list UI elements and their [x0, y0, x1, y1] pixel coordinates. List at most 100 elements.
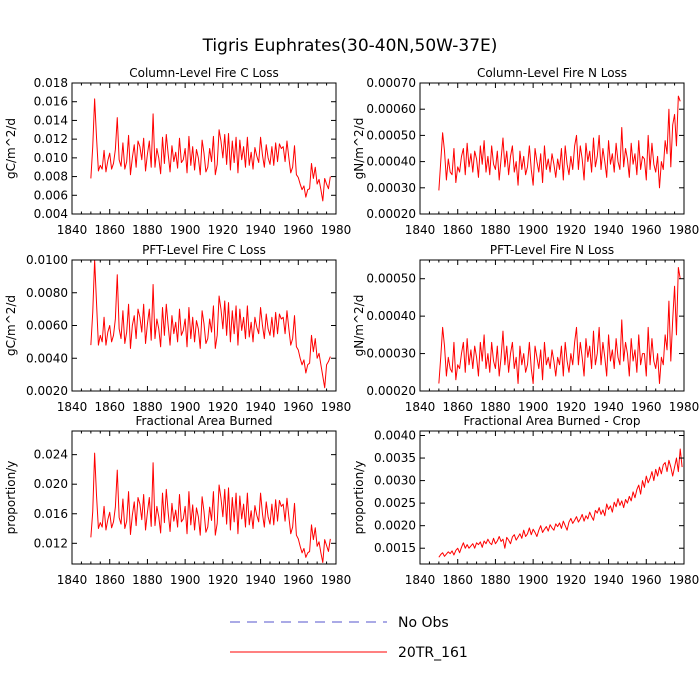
panel-title: Column-Level Fire C Loss — [129, 66, 279, 80]
y-tick-label: 0.0020 — [374, 519, 416, 533]
x-tick-label: 1860 — [94, 573, 125, 587]
x-tick-label: 1880 — [132, 573, 163, 587]
series-line-20tr-161 — [90, 259, 331, 389]
y-tick-label: 0.0035 — [374, 451, 416, 465]
series-line-20tr-161 — [90, 98, 331, 202]
panel-pft-level-fire-n-loss: PFT-Level Fire N Loss gN/m^2/d 1840 1860 188… — [352, 243, 699, 414]
x-tick-label: 1980 — [669, 400, 700, 414]
y-tick-label: 0.00050 — [366, 128, 416, 142]
x-tick-label: 1860 — [442, 400, 473, 414]
y-tick-label: 0.00030 — [366, 181, 416, 195]
x-tick-label: 1960 — [283, 223, 314, 237]
x-tick-label: 1880 — [480, 573, 511, 587]
y-axis-label: proportion/y — [4, 461, 18, 535]
x-tick-label: 1980 — [321, 400, 352, 414]
y-axis-label: proportion/y — [352, 461, 366, 535]
x-tick-label: 1900 — [518, 400, 549, 414]
panel-fractional-area-burned-crop: Fractional Area Burned - Crop proportion/… — [352, 414, 699, 587]
x-tick-label: 1920 — [208, 573, 239, 587]
y-axis-label: gN/m^2/d — [352, 118, 366, 180]
x-tick-label: 1940 — [245, 400, 276, 414]
y-tick-label: 0.008 — [34, 170, 68, 184]
y-tick-label: 0.010 — [34, 151, 68, 165]
x-tick-label: 1840 — [57, 573, 88, 587]
y-tick-label: 0.004 — [34, 207, 68, 221]
y-tick-label: 0.0015 — [374, 541, 416, 555]
y-tick-label: 0.00040 — [366, 309, 416, 323]
y-tick-label: 0.006 — [34, 188, 68, 202]
x-tick-label: 1880 — [480, 400, 511, 414]
y-tick-label: 0.020 — [34, 477, 68, 491]
x-tick-label: 1980 — [321, 223, 352, 237]
x-tick-label: 1980 — [321, 573, 352, 587]
panel-pft-level-fire-c-loss: PFT-Level Fire C Loss gC/m^2/d 1840 1860 188… — [4, 243, 351, 414]
x-tick-label: 1920 — [556, 223, 587, 237]
y-tick-label: 0.0080 — [26, 286, 68, 300]
y-tick-label: 0.00020 — [366, 384, 416, 398]
x-tick-label: 1920 — [208, 400, 239, 414]
x-tick-label: 1960 — [283, 400, 314, 414]
x-tick-label: 1840 — [405, 573, 436, 587]
x-tick-label: 1940 — [245, 573, 276, 587]
y-tick-label: 0.00020 — [366, 207, 416, 221]
y-tick-label: 0.0040 — [26, 351, 68, 365]
y-tick-label: 0.014 — [34, 113, 68, 127]
panel-title: Fractional Area Burned - Crop — [464, 414, 641, 428]
panel-title: PFT-Level Fire N Loss — [490, 243, 614, 257]
series-line-20tr-161 — [438, 95, 681, 191]
panel-title: PFT-Level Fire C Loss — [142, 243, 266, 257]
panel-column-level-fire-n-loss: Column-Level Fire N Loss gN/m^2/d 1840 1860… — [352, 66, 699, 237]
series-line-20tr-161 — [90, 452, 331, 564]
panel-title: Column-Level Fire N Loss — [477, 66, 627, 80]
x-tick-label: 1840 — [405, 223, 436, 237]
x-tick-label: 1900 — [518, 573, 549, 587]
y-tick-label: 0.0060 — [26, 319, 68, 333]
series-line-20tr-161 — [438, 448, 683, 558]
x-tick-label: 1940 — [245, 223, 276, 237]
y-tick-label: 0.0100 — [26, 253, 68, 267]
y-tick-label: 0.00050 — [366, 272, 416, 286]
x-tick-label: 1960 — [631, 400, 662, 414]
legend: No Obs 20TR_161 — [230, 615, 468, 661]
y-tick-label: 0.00060 — [366, 102, 416, 116]
x-tick-label: 1860 — [94, 223, 125, 237]
x-tick-label: 1900 — [518, 223, 549, 237]
y-axis-label: gN/m^2/d — [352, 295, 366, 357]
y-tick-label: 0.012 — [34, 132, 68, 146]
figure-title: Tigris Euphrates(30-40N,50W-37E) — [202, 36, 498, 56]
y-tick-label: 0.0030 — [374, 474, 416, 488]
y-tick-label: 0.016 — [34, 507, 68, 521]
y-tick-label: 0.00040 — [366, 155, 416, 169]
x-tick-label: 1920 — [556, 400, 587, 414]
panel-title: Fractional Area Burned — [136, 414, 273, 428]
x-tick-label: 1880 — [132, 400, 163, 414]
y-axis-label: gC/m^2/d — [4, 118, 18, 179]
y-tick-label: 0.0040 — [374, 429, 416, 443]
x-tick-label: 1960 — [631, 573, 662, 587]
legend-label-no-obs: No Obs — [398, 615, 449, 631]
y-tick-label: 0.024 — [34, 448, 68, 462]
x-tick-label: 1920 — [556, 573, 587, 587]
x-tick-label: 1860 — [94, 400, 125, 414]
x-tick-label: 1900 — [170, 573, 201, 587]
y-tick-label: 0.016 — [34, 95, 68, 109]
x-tick-label: 1860 — [442, 223, 473, 237]
x-tick-label: 1840 — [405, 400, 436, 414]
x-tick-label: 1840 — [57, 223, 88, 237]
x-tick-label: 1900 — [170, 223, 201, 237]
legend-label-20tr-161: 20TR_161 — [398, 645, 468, 661]
y-tick-label: 0.00070 — [366, 76, 416, 90]
x-tick-label: 1980 — [669, 223, 700, 237]
x-tick-label: 1840 — [57, 400, 88, 414]
x-tick-label: 1980 — [669, 573, 700, 587]
y-tick-label: 0.0020 — [26, 384, 68, 398]
y-tick-label: 0.018 — [34, 76, 68, 90]
x-tick-label: 1940 — [593, 573, 624, 587]
x-tick-label: 1940 — [593, 400, 624, 414]
panel-column-level-fire-c-loss: Column-Level Fire C Loss gC/m^2/d 1840 1860… — [4, 66, 351, 237]
y-axis-label: gC/m^2/d — [4, 295, 18, 356]
x-tick-label: 1920 — [208, 223, 239, 237]
x-tick-label: 1960 — [283, 573, 314, 587]
